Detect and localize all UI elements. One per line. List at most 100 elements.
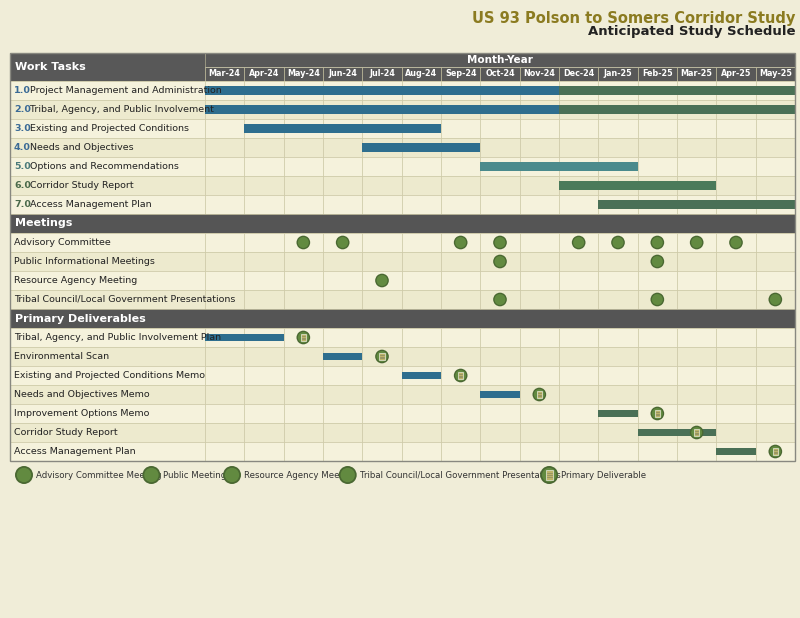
Circle shape <box>337 237 348 248</box>
Circle shape <box>454 235 467 249</box>
Bar <box>284 404 323 423</box>
Bar <box>638 404 677 423</box>
Bar <box>10 271 205 290</box>
Bar <box>323 176 362 195</box>
Circle shape <box>573 237 584 248</box>
Bar <box>402 423 441 442</box>
Bar <box>716 138 756 157</box>
Bar <box>402 347 441 366</box>
Circle shape <box>15 466 33 484</box>
Bar <box>441 195 480 214</box>
Bar <box>10 53 205 81</box>
Bar <box>284 100 323 119</box>
Bar <box>677 157 716 176</box>
Circle shape <box>493 293 507 307</box>
Bar <box>520 442 559 461</box>
Bar <box>520 290 559 309</box>
Bar <box>441 366 480 385</box>
Bar <box>598 233 638 252</box>
Bar <box>638 366 677 385</box>
Bar <box>638 423 677 442</box>
Bar <box>598 100 638 119</box>
Text: Existing and Projected Conditions: Existing and Projected Conditions <box>27 124 189 133</box>
Bar <box>559 67 598 81</box>
Circle shape <box>375 274 389 287</box>
Bar <box>441 138 480 157</box>
Bar <box>480 81 520 100</box>
Bar <box>323 442 362 461</box>
Circle shape <box>142 466 160 484</box>
Bar <box>598 423 638 442</box>
Bar <box>10 309 795 328</box>
Text: Month-Year: Month-Year <box>467 55 533 65</box>
Bar <box>441 385 480 404</box>
Bar <box>205 271 244 290</box>
Circle shape <box>338 466 357 484</box>
Bar <box>441 423 480 442</box>
Bar <box>323 385 362 404</box>
Bar <box>598 328 638 347</box>
Bar <box>677 100 716 119</box>
Bar <box>362 423 402 442</box>
Bar <box>638 176 677 195</box>
Bar <box>244 404 284 423</box>
Bar <box>205 334 284 341</box>
Bar <box>284 252 323 271</box>
Circle shape <box>144 468 158 482</box>
Bar <box>244 290 284 309</box>
Bar <box>520 271 559 290</box>
Text: Apr-25: Apr-25 <box>721 69 751 78</box>
Bar <box>716 347 756 366</box>
Text: Advisory Committee Meeting: Advisory Committee Meeting <box>36 470 162 480</box>
Bar <box>323 290 362 309</box>
Bar <box>441 252 480 271</box>
Bar <box>402 328 441 347</box>
Circle shape <box>690 235 703 249</box>
Bar <box>756 233 795 252</box>
Bar <box>284 442 323 461</box>
Circle shape <box>611 235 625 249</box>
Bar <box>362 233 402 252</box>
Circle shape <box>650 255 664 268</box>
Circle shape <box>534 389 545 400</box>
Bar <box>598 366 638 385</box>
Bar <box>205 157 244 176</box>
Bar <box>402 176 441 195</box>
Bar <box>520 328 559 347</box>
Bar <box>756 138 795 157</box>
Bar <box>323 81 362 100</box>
Bar <box>480 347 520 366</box>
Bar <box>480 385 520 404</box>
Bar <box>598 290 638 309</box>
Text: Dec-24: Dec-24 <box>563 69 594 78</box>
Bar <box>598 347 638 366</box>
Bar <box>244 81 284 100</box>
Circle shape <box>377 351 387 362</box>
Bar <box>441 347 480 366</box>
Bar <box>402 138 441 157</box>
Bar <box>716 157 756 176</box>
Text: Options and Recommendations: Options and Recommendations <box>27 162 179 171</box>
Bar <box>480 233 520 252</box>
Bar <box>10 214 795 233</box>
Bar <box>756 423 795 442</box>
Bar <box>244 271 284 290</box>
Text: May-25: May-25 <box>759 69 792 78</box>
Bar <box>716 423 756 442</box>
Bar <box>323 157 362 176</box>
Bar <box>598 385 638 404</box>
Bar <box>402 271 441 290</box>
Circle shape <box>650 293 664 307</box>
Bar <box>520 67 559 81</box>
Bar <box>10 385 205 404</box>
Bar <box>10 119 205 138</box>
Bar <box>284 119 323 138</box>
Bar <box>716 385 756 404</box>
Circle shape <box>652 256 663 267</box>
Bar <box>756 176 795 195</box>
Text: US 93 Polson to Somers Corridor Study: US 93 Polson to Somers Corridor Study <box>472 11 795 26</box>
Bar <box>244 157 284 176</box>
Bar <box>323 138 362 157</box>
Bar <box>362 81 402 100</box>
Circle shape <box>650 407 664 420</box>
